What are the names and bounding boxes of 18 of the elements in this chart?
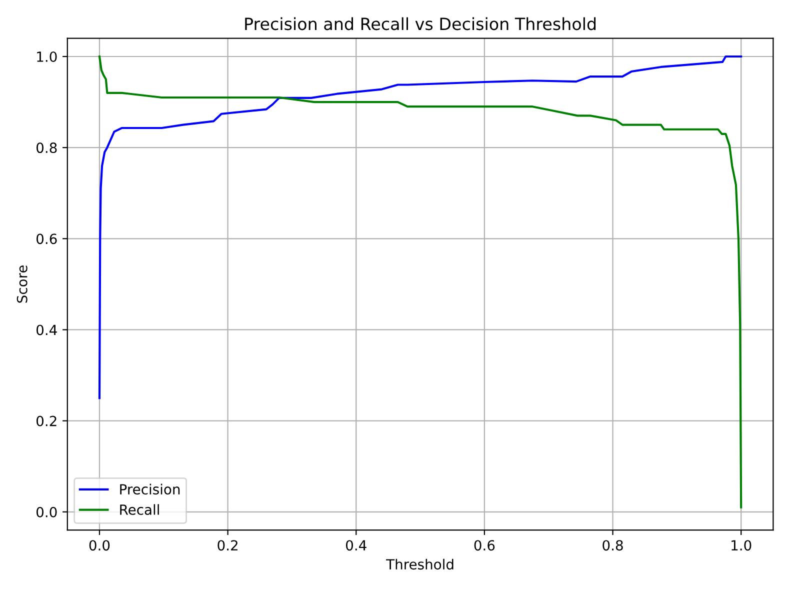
- chart-title: Precision and Recall vs Decision Threshold: [245, 17, 596, 30]
- x-axis-title: Threshold: [386, 558, 454, 570]
- y-tick-label: 0.8: [36, 142, 57, 154]
- y-tick-label: 1.0: [37, 51, 57, 62]
- x-tick-label: 0.6: [474, 540, 495, 551]
- x-tick-label: 0.4: [346, 540, 366, 551]
- y-tick-label: 0.6: [36, 234, 57, 244]
- x-tick-label: 1.0: [732, 540, 752, 551]
- x-tick-label: 0.2: [218, 540, 238, 551]
- line-series: [98, 55, 742, 400]
- legend-label: Recall: [120, 504, 159, 515]
- x-tick-label: 0.0: [89, 540, 110, 551]
- y-tick-label: 0.4: [36, 324, 57, 336]
- x-tick-label: 0.8: [602, 540, 623, 551]
- y-axis-title: Score: [16, 265, 28, 303]
- y-tick-label: 0.2: [36, 416, 56, 426]
- y-tick-label: 0.0: [36, 506, 57, 518]
- legend-label: Precision: [120, 484, 180, 495]
